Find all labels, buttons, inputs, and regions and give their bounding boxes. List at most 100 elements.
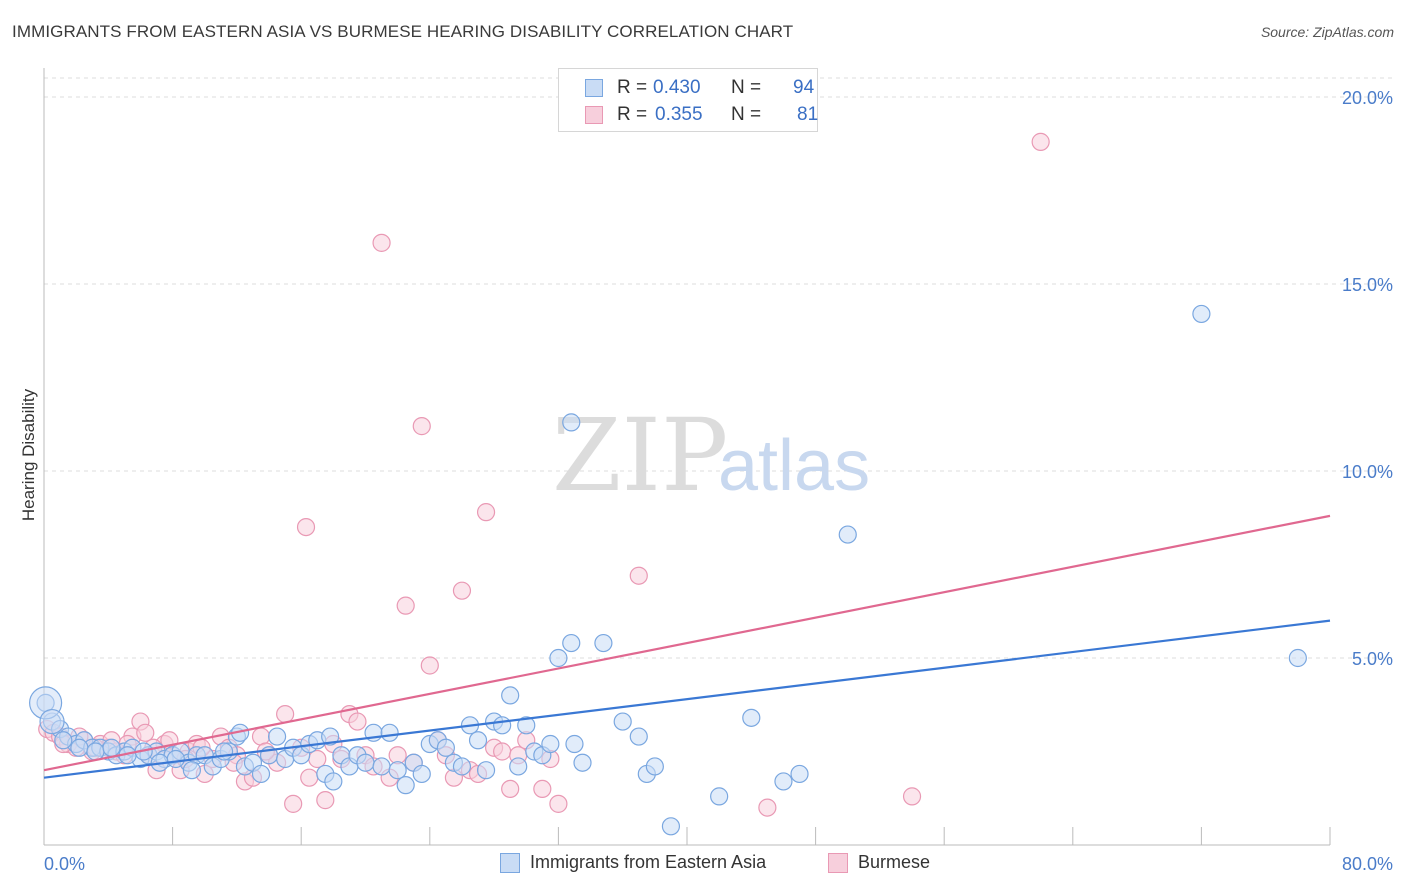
data-point	[300, 768, 319, 787]
series-name-burmese: Burmese	[858, 852, 931, 872]
data-point	[613, 712, 632, 731]
y-tick-label: 15.0%	[1342, 275, 1393, 295]
data-point	[594, 633, 613, 653]
data-point	[452, 757, 472, 776]
x-tick-label: 0.0%	[44, 854, 85, 874]
legend-n-value: 94	[793, 77, 815, 98]
data-point	[166, 749, 185, 769]
data-point	[396, 596, 415, 615]
data-point	[182, 761, 201, 780]
data-point	[493, 742, 512, 761]
data-point	[39, 708, 65, 735]
legend-r-value: 0.355	[655, 104, 703, 125]
data-point	[420, 656, 439, 675]
data-point	[541, 734, 560, 754]
data-point	[501, 686, 520, 705]
data-point	[661, 817, 681, 836]
legend-n-label: N =	[731, 77, 762, 98]
legend-r-value: 0.430	[653, 77, 701, 98]
data-point	[517, 716, 536, 735]
data-point	[774, 772, 793, 791]
data-point	[549, 794, 568, 813]
series-name-eastern-asia: Immigrants from Eastern Asia	[530, 852, 767, 872]
data-point	[758, 798, 777, 817]
data-point	[348, 712, 367, 731]
data-point	[136, 723, 155, 742]
grid-lines	[44, 77, 1395, 659]
data-point	[493, 716, 512, 735]
data-point	[1031, 132, 1050, 151]
data-point	[436, 738, 455, 757]
data-point	[562, 633, 581, 653]
data-point	[70, 738, 89, 757]
data-point	[452, 581, 472, 600]
data-point	[284, 794, 303, 813]
data-point	[710, 787, 729, 806]
data-point	[790, 764, 809, 784]
y-axis-label: Hearing Disability	[19, 388, 38, 521]
x-tick-labels: 0.0% 80.0%	[44, 854, 1393, 874]
legend-n-value: 81	[797, 104, 819, 125]
y-tick-labels: 5.0% 10.0% 15.0% 20.0%	[1342, 88, 1393, 669]
data-point	[372, 233, 391, 252]
legend-r-label: R =	[617, 77, 648, 98]
legend-n-label: N =	[731, 104, 762, 125]
data-point	[573, 753, 592, 772]
data-point	[1288, 648, 1307, 668]
y-tick-label: 20.0%	[1342, 88, 1393, 108]
data-point	[838, 525, 857, 544]
series-swatch-burmese	[828, 853, 848, 873]
x-tick-label: 80.0%	[1342, 854, 1393, 874]
legend-r-label: R =	[617, 104, 648, 125]
chart-title: IMMIGRANTS FROM EASTERN ASIA VS BURMESE …	[12, 22, 794, 41]
data-point	[54, 731, 73, 750]
data-point	[356, 753, 375, 772]
source-label: Source: ZipAtlas.com	[1260, 24, 1394, 40]
data-point	[321, 727, 340, 746]
data-point	[645, 757, 664, 776]
data-point	[509, 757, 528, 776]
data-point	[549, 648, 568, 668]
data-point	[565, 734, 584, 754]
y-tick-label: 5.0%	[1352, 649, 1393, 669]
trend-line-eastern-asia	[43, 619, 1331, 779]
legend-swatch-eastern-asia	[585, 79, 603, 97]
axes	[43, 68, 1331, 846]
data-point	[742, 708, 761, 727]
data-point	[296, 517, 316, 537]
data-point	[267, 727, 287, 746]
trend-line-burmese	[43, 514, 1331, 772]
data-point	[533, 779, 552, 799]
data-point	[372, 757, 391, 776]
series-swatch-eastern-asia	[500, 853, 520, 873]
data-point	[324, 772, 343, 791]
data-point	[501, 779, 520, 799]
data-point	[468, 731, 488, 750]
data-point	[251, 764, 271, 784]
data-point	[86, 742, 105, 761]
data-point	[476, 761, 496, 780]
data-point	[629, 727, 648, 746]
correlation-legend: R = 0.430 N = 94 R = 0.355 N = 81	[558, 68, 818, 132]
data-point	[388, 761, 407, 780]
data-point	[476, 503, 496, 522]
data-point	[412, 764, 431, 784]
data-point	[316, 791, 335, 810]
data-point	[1192, 304, 1211, 324]
series-burmese-points	[38, 132, 1050, 817]
data-point	[396, 776, 415, 795]
data-point	[102, 738, 121, 757]
data-point	[380, 723, 399, 742]
data-point	[629, 566, 648, 585]
watermark-atlas: atlas	[718, 426, 870, 506]
data-point	[276, 704, 295, 724]
data-point	[412, 417, 431, 436]
series-eastern-asia-points	[29, 304, 1307, 836]
legend-swatch-burmese	[585, 106, 603, 124]
y-tick-label: 10.0%	[1342, 462, 1393, 482]
watermark-zip: ZIP	[552, 397, 728, 514]
data-point	[308, 749, 327, 769]
trend-lines	[43, 514, 1331, 779]
data-point	[562, 413, 581, 432]
